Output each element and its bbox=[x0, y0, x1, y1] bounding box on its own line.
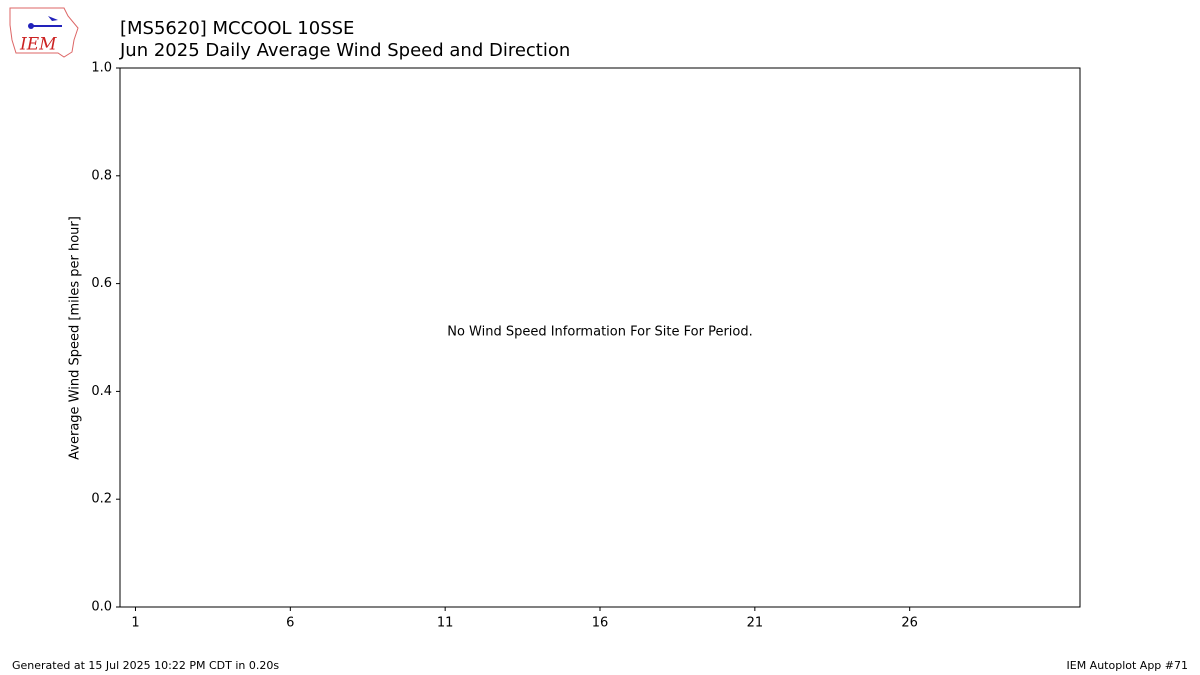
y-tick-label: 0.2 bbox=[91, 492, 112, 507]
x-tick-label: 6 bbox=[286, 616, 294, 631]
y-tick-label: 1.0 bbox=[91, 61, 112, 76]
chart-subtitle: Jun 2025 Daily Average Wind Speed and Di… bbox=[119, 40, 570, 61]
y-axis-label: Average Wind Speed [miles per hour] bbox=[68, 216, 83, 460]
x-tick-label: 16 bbox=[592, 616, 609, 631]
x-tick-label: 11 bbox=[437, 616, 454, 631]
y-tick-label: 0.6 bbox=[91, 276, 112, 291]
x-tick-label: 26 bbox=[901, 616, 918, 631]
y-tick-label: 0.8 bbox=[91, 168, 112, 183]
annotation: No Wind Speed Information For Site For P… bbox=[447, 325, 753, 340]
footer-right: IEM Autoplot App #71 bbox=[1067, 659, 1189, 672]
chart-title: [MS5620] MCCOOL 10SSE bbox=[120, 18, 354, 39]
y-tick-label: 0.4 bbox=[91, 384, 112, 399]
logo: IEM bbox=[9, 7, 79, 58]
logo-vane bbox=[48, 16, 58, 21]
logo-dot bbox=[28, 23, 34, 29]
y-tick-label: 0.0 bbox=[91, 600, 112, 615]
logo-text: IEM bbox=[19, 35, 57, 55]
logo-outline bbox=[9, 7, 79, 58]
footer-left: Generated at 15 Jul 2025 10:22 PM CDT in… bbox=[12, 659, 279, 672]
x-tick-label: 21 bbox=[747, 616, 764, 631]
x-tick-label: 1 bbox=[131, 616, 139, 631]
